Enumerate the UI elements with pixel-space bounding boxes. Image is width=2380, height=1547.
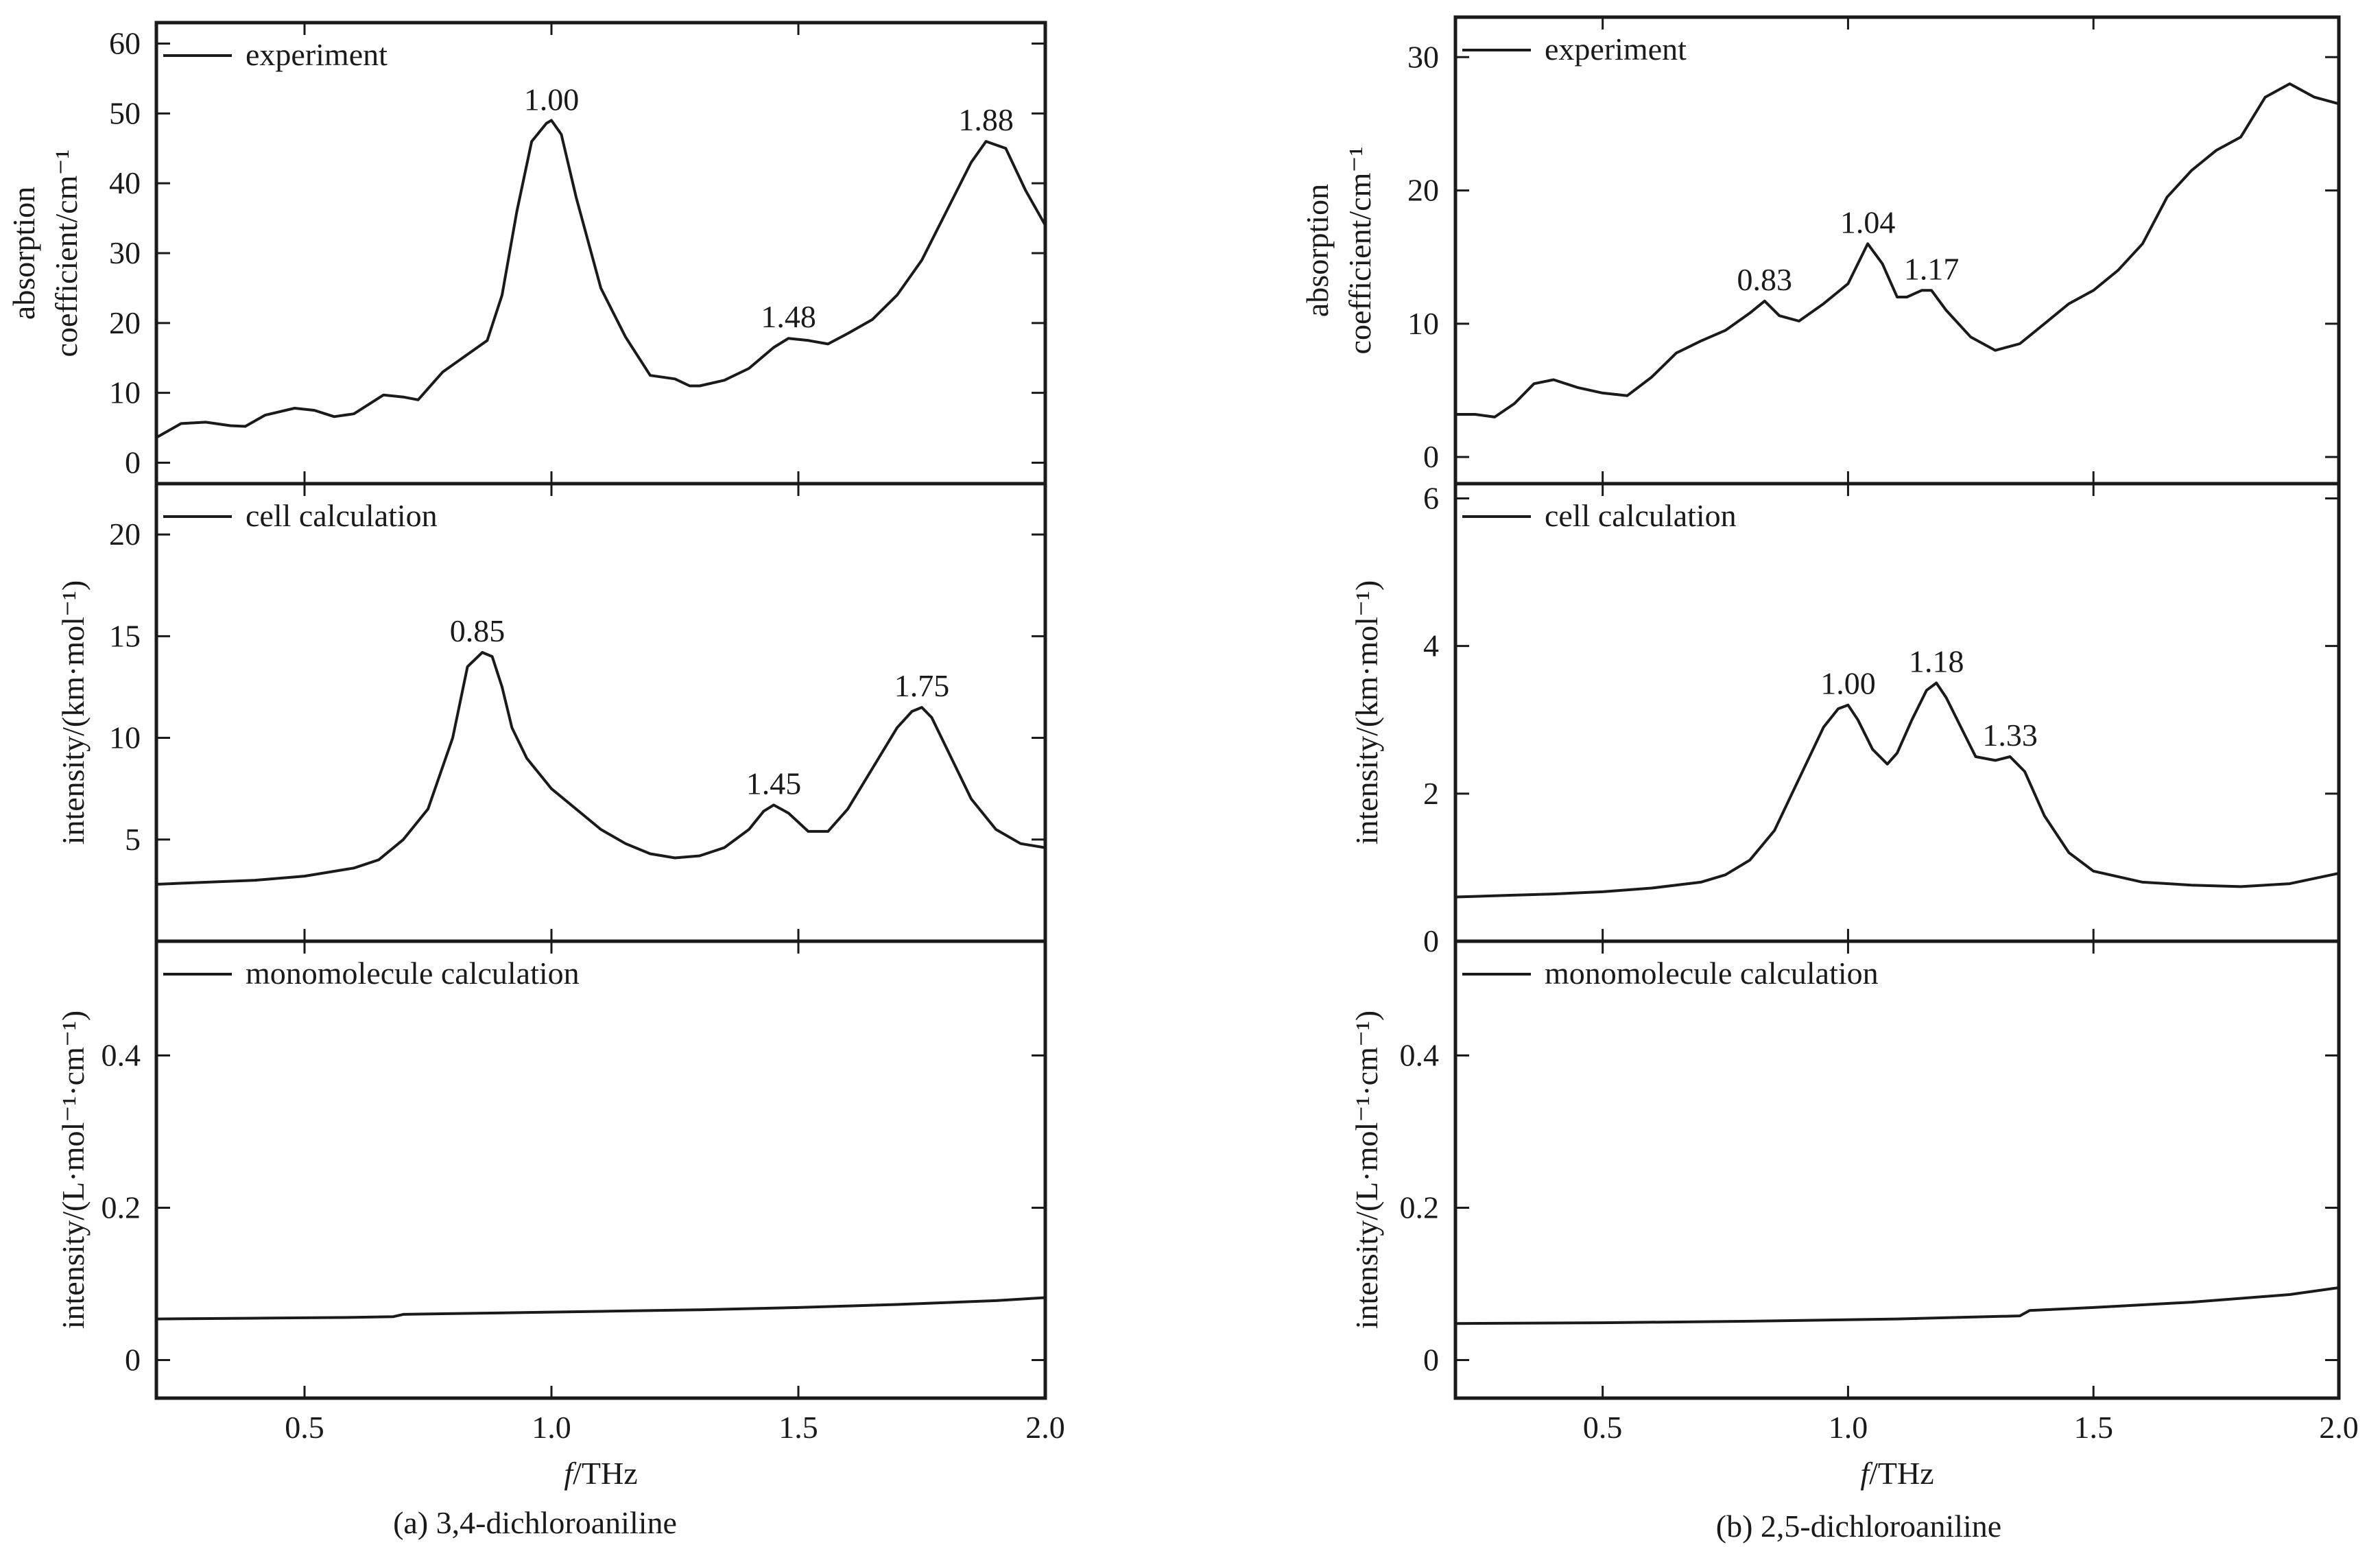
y-axis-label: absorption (1300, 184, 1335, 317)
panel-frame (154, 21, 1047, 486)
y-tick-label: 50 (109, 95, 141, 130)
y-tick-label: 0.2 (1400, 1190, 1440, 1225)
y-tick-label: 0.2 (102, 1190, 141, 1225)
x-tick-label: 1.0 (1829, 1410, 1868, 1445)
panel-frame (154, 939, 1047, 1400)
y-tick-label: 0 (125, 445, 141, 480)
y-tick-label: 0 (125, 1343, 141, 1378)
x-tick-label: 0.5 (1583, 1410, 1623, 1445)
y-axis-label: intensity/(km·mol⁻¹) (56, 580, 91, 845)
y-tick-label: 5 (125, 822, 141, 857)
panel-frame (1453, 15, 2341, 486)
y-tick-label: 10 (109, 375, 141, 410)
panel-frame (1453, 482, 2341, 943)
y-tick-label: 0.4 (102, 1038, 141, 1073)
series-line (156, 651, 1045, 886)
y-tick-label: 20 (109, 305, 141, 340)
peak-label: 1.00 (524, 82, 580, 117)
x-axis-label-unit: /THz (573, 1456, 638, 1491)
series-line (156, 1296, 1045, 1321)
y-tick-label: 0 (1423, 1343, 1439, 1378)
panel-3: 0 0.2 0.4 intensity/(L·mol⁻¹·cm⁻¹) monomolec… (56, 939, 1047, 1400)
y-tick-label: 2 (1423, 776, 1439, 811)
y-axis-label: absorption (6, 187, 41, 320)
legend-label: monomolecule calculation (1545, 956, 1879, 991)
x-tick-label: 1.5 (2073, 1410, 2113, 1445)
peak-label: 1.04 (1840, 204, 1896, 239)
panel-3: 0 0.2 0.4 intensity/(L·mol⁻¹·cm⁻¹) monomolec… (1349, 939, 2341, 1400)
y-tick-label: 20 (109, 517, 141, 552)
legend-label: cell calculation (246, 498, 438, 533)
panel-1: 0 10 20 30 40 50 60 absorption coefficient/cm⁻¹ e… (6, 21, 1047, 486)
series-line (1455, 1286, 2339, 1325)
peak-label: 1.75 (894, 668, 950, 703)
panel-2: 0 2 4 6 intensity/(km·mol⁻¹) cell calculation… (1349, 481, 2341, 958)
panel-1: 0 10 20 30 absorption coefficient/cm⁻¹ experim… (1300, 15, 2341, 486)
peak-label: 0.83 (1737, 262, 1793, 297)
caption-b: (b) 2,5-dichloroaniline (1716, 1509, 2001, 1544)
series-line (156, 119, 1045, 439)
peak-label: 1.18 (1909, 643, 1964, 678)
x-tick-label: 0.5 (285, 1410, 324, 1445)
y-axis-label: coefficient/cm⁻¹ (1342, 147, 1377, 355)
peak-label: 1.88 (958, 102, 1014, 137)
peak-label: 0.85 (450, 613, 505, 648)
y-tick-label: 10 (1407, 306, 1439, 341)
y-axis-label: coefficient/cm⁻¹ (49, 150, 84, 357)
y-tick-label: 40 (109, 165, 141, 200)
peak-label: 1.45 (746, 766, 802, 801)
panel-2: 5 10 15 20 intensity/(km·mol⁻¹) cell calculat… (56, 482, 1047, 943)
y-tick-label: 4 (1423, 628, 1439, 663)
x-axis-label: f/THz (1860, 1456, 1933, 1491)
x-axis-label-unit: /THz (1869, 1456, 1934, 1491)
x-tick-label: 1.5 (778, 1410, 818, 1445)
y-tick-label: 10 (109, 720, 141, 755)
y-tick-label: 15 (109, 618, 141, 653)
legend-label: experiment (246, 37, 388, 72)
series-line (1455, 82, 2339, 418)
y-tick-label: 0 (1423, 439, 1439, 474)
y-tick-label: 0.4 (1400, 1038, 1440, 1073)
peak-label: 1.00 (1820, 666, 1876, 701)
peak-label: 1.48 (761, 299, 816, 334)
y-tick-label: 0 (1423, 923, 1439, 958)
y-tick-label: 6 (1423, 481, 1439, 516)
y-axis-label: intensity/(L·mol⁻¹·cm⁻¹) (1349, 1011, 1384, 1330)
legend-label: monomolecule calculation (246, 956, 580, 991)
y-tick-label: 20 (1407, 173, 1439, 208)
x-axis-label: f/THz (564, 1456, 637, 1491)
x-tick-label: 2.0 (2319, 1410, 2359, 1445)
x-tick-label: 2.0 (1025, 1410, 1065, 1445)
y-axis-label: intensity/(km·mol⁻¹) (1349, 580, 1384, 845)
y-tick-label: 60 (109, 26, 141, 61)
legend-label: experiment (1545, 32, 1687, 67)
legend-label: cell calculation (1545, 498, 1737, 533)
y-axis-label: intensity/(L·mol⁻¹·cm⁻¹) (56, 1011, 91, 1330)
peak-label: 1.33 (1982, 718, 2038, 753)
caption-a: (a) 3,4-dichloroaniline (393, 1505, 677, 1540)
y-tick-label: 30 (1407, 39, 1439, 74)
panel-frame (1453, 939, 2341, 1400)
peak-label: 1.17 (1904, 251, 1960, 286)
series-line (1455, 681, 2339, 899)
x-tick-label: 1.0 (532, 1410, 571, 1445)
y-tick-label: 30 (109, 235, 141, 270)
